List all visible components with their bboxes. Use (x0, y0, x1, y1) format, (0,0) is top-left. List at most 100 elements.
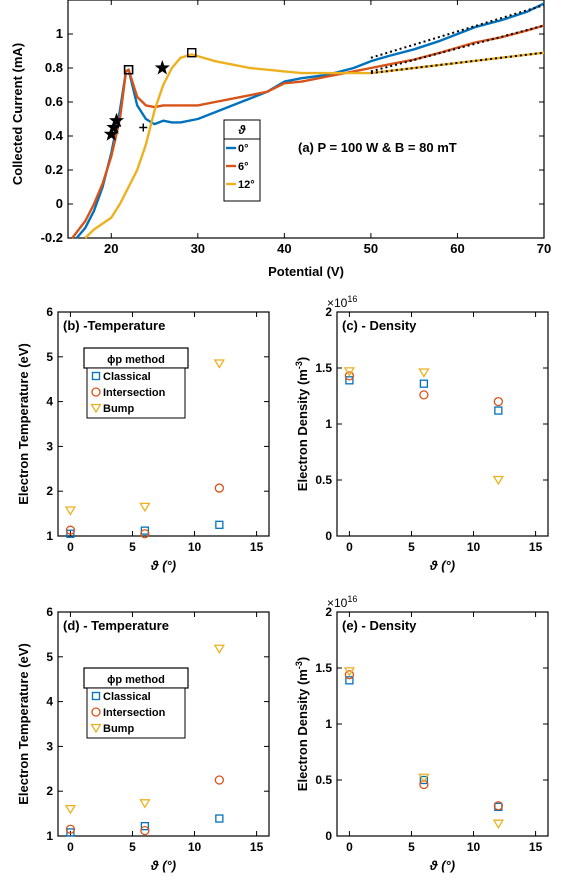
legend-label: 12° (238, 179, 255, 191)
axes-frame (67, 0, 545, 239)
x-tick-label: 15 (250, 840, 264, 854)
legend-label: Classical (103, 691, 151, 703)
legend: ϕp method Classical Intersection Bump (83, 347, 189, 419)
legend-marker (90, 403, 102, 414)
legend-title: ϕp method (107, 674, 165, 686)
data-point (65, 824, 76, 834)
x-tick-label: 10 (188, 840, 202, 854)
series-line (75, 2, 545, 239)
data-point (213, 359, 226, 369)
y-axis-label-text: Electron Density (m (295, 669, 310, 791)
intersection-star-marker (103, 126, 119, 141)
y-tick-label: 1 (325, 717, 332, 731)
axes-frame (57, 611, 270, 837)
y-tick-label: 5 (46, 350, 53, 364)
exponent-base: ×10 (327, 296, 348, 310)
legend-marker (91, 691, 101, 701)
data-point (139, 502, 151, 513)
x-tick-label: 0 (346, 840, 353, 854)
x-tick-label: 15 (529, 540, 543, 554)
x-axis-label: ϑ (°) (150, 558, 176, 573)
data-point (214, 775, 225, 785)
classical-square-marker (123, 64, 134, 75)
y-tick-label: 0 (325, 829, 332, 843)
data-point (493, 801, 504, 811)
fit-line (370, 4, 545, 59)
legend-label: 0° (238, 143, 249, 155)
y-axis-label-text: Electron Temperature (eV) (16, 343, 31, 505)
y-axis-label: Electron Density (m-3) (294, 657, 310, 791)
x-tick-label: 15 (529, 840, 543, 854)
x-tick-label: 5 (408, 540, 415, 554)
x-tick-label: 5 (129, 540, 136, 554)
legend-label: Bump (103, 403, 134, 415)
axes-frame (336, 311, 549, 537)
y-tick-label: 0.8 (45, 60, 63, 75)
series-line (84, 51, 545, 239)
intersection-star-marker (108, 112, 125, 128)
data-point (64, 804, 77, 815)
data-point (214, 483, 225, 493)
exponent-power: 16 (347, 594, 357, 604)
data-point (344, 670, 355, 680)
x-axis-label: ϑ (°) (150, 858, 176, 873)
axes-frame (336, 611, 549, 837)
legend-box (223, 119, 261, 202)
y-axis-label: Electron Temperature (eV) (16, 343, 31, 505)
y-axis-label-power: -3 (294, 361, 304, 369)
series-line (71, 24, 545, 239)
data-point (345, 676, 354, 685)
data-point (345, 376, 354, 385)
fit-line (370, 51, 545, 75)
y-tick-label: 5 (46, 650, 53, 664)
y-axis-label: Collected Current (mA) (10, 43, 25, 185)
data-point (494, 406, 503, 415)
y-tick-label: 3 (46, 739, 53, 753)
y-tick-label: 1.5 (315, 661, 332, 675)
data-point (140, 825, 150, 836)
x-tick-label: 10 (188, 540, 202, 554)
y-tick-label: 1 (325, 417, 332, 431)
data-point (493, 396, 504, 407)
x-axis-label: Potential (V) (268, 264, 344, 279)
x-tick-label: 0 (67, 540, 74, 554)
x-tick-label: 15 (250, 540, 264, 554)
y-tick-label: 4 (46, 395, 53, 409)
y-tick-label: 0.5 (315, 473, 332, 487)
data-point (343, 367, 356, 377)
data-point (418, 368, 430, 378)
legend-label: Intersection (103, 707, 166, 719)
chart-a: 20 30 40 50 60 70 -0.2 0 0.2 0.4 0.6 0.8 1 ϑ 0° 6° 12° (a… (10, 0, 551, 279)
x-tick-label: 5 (129, 840, 136, 854)
data-point (344, 371, 355, 381)
y-tick-label: 1.5 (315, 361, 332, 375)
data-point (419, 379, 429, 388)
data-point (140, 526, 150, 535)
data-point (418, 773, 430, 784)
y-axis-label-text: Electron Density (m (295, 369, 310, 491)
x-tick-label: 20 (104, 241, 118, 256)
legend-title: ϕp method (107, 354, 165, 366)
chart-c: 0 5 10 15 0 0.5 1 1.5 2 (c) - Density ϑ (°) Electro… (294, 294, 549, 573)
axes-frame (57, 311, 270, 537)
intersection-star-marker (154, 60, 170, 75)
data-point (492, 475, 505, 486)
y-tick-label: 4 (46, 695, 53, 709)
intersection-star-marker (106, 119, 122, 134)
legend-box (86, 367, 186, 419)
data-point (140, 529, 150, 539)
legend-marker (91, 371, 101, 381)
y-axis-label-end: ) (295, 657, 310, 661)
panel-annotation: (e) - Density (342, 618, 417, 633)
y-tick-label: 0 (325, 529, 332, 543)
y-axis-label-text: Electron Temperature (eV) (16, 643, 31, 805)
data-point (215, 814, 224, 823)
data-point (419, 775, 429, 785)
x-axis-label: ϑ (°) (429, 858, 455, 873)
legend-box (86, 687, 186, 739)
y-axis-label: Electron Density (m-3) (294, 357, 310, 491)
y-tick-label: 1 (46, 829, 53, 843)
panel-annotation: (a) P = 100 W & B = 80 mT (298, 140, 457, 155)
chart-b: 0 5 10 15 1 2 3 4 5 6 (b) -Temperature ϑ (°) Electro… (16, 305, 270, 573)
